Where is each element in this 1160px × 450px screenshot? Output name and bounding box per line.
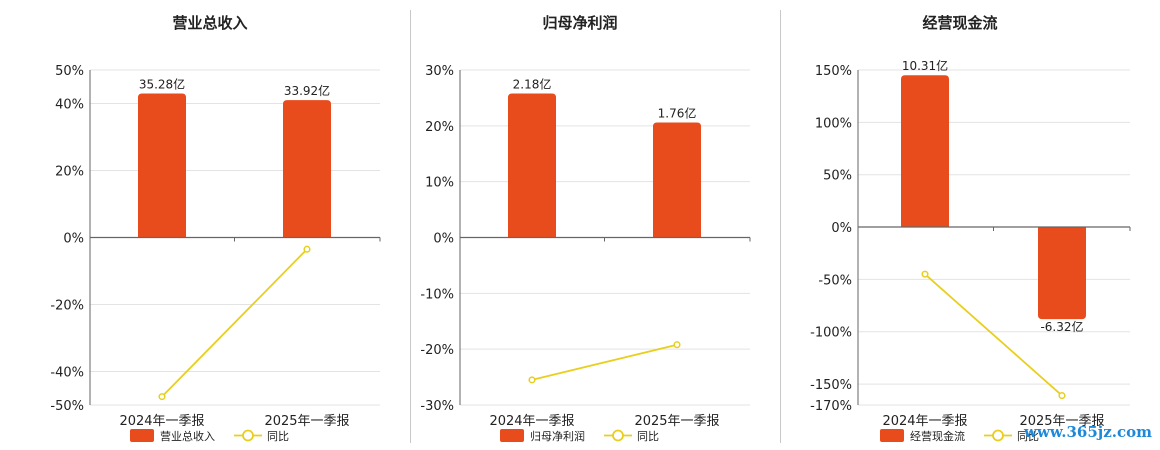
chart-title: 经营现金流 [922,14,997,32]
yoy-line [161,248,308,398]
yoy-line [531,343,678,381]
y-tick-label: 30% [425,64,454,79]
bar-value-label: -6.32亿 [1040,319,1083,334]
bar-value-label: 2.18亿 [513,76,552,91]
watermark: www.365jz.com [1024,423,1152,441]
x-category-label: 2025年一季报 [1019,414,1104,429]
y-tick-label: 150% [815,64,852,79]
bar-value-label: 33.92亿 [284,83,330,98]
legend-point [992,429,1004,442]
y-tick-label: -100% [810,326,852,341]
x-category-label: 2024年一季报 [489,414,574,429]
legend-label-line: 同比 [1017,430,1039,443]
legend-swatch-bar [500,429,524,442]
legend-swatch-bar [880,429,904,442]
chart-panel: 营业总收入 50% 40% 20% 0% -20% -40% -50% 35.28亿 33.92亿… [50,14,381,443]
y-tick-label: 20% [425,120,454,135]
legend-label-bar: 经营现金流 [910,429,965,443]
chart-title: 归母净利润 [542,14,617,32]
y-tick-label: -50% [50,399,84,414]
x-category-label: 2025年一季报 [264,414,349,429]
yoy-point [921,270,929,278]
y-tick-label: -30% [420,399,454,414]
y-tick-label: 10% [425,176,454,191]
bar [283,100,331,238]
legend-point [612,429,624,442]
x-category-label: 2024年一季报 [882,414,967,429]
bar [653,122,701,238]
y-tick-label: 50% [55,64,84,79]
yoy-line [924,273,1063,397]
y-tick-label: -40% [50,366,84,381]
y-tick-label: 40% [55,98,84,113]
yoy-point [528,376,536,384]
bar [1038,227,1086,320]
bar [138,93,186,238]
y-tick-label: 50% [823,169,852,184]
y-tick-label: -150% [810,378,852,393]
legend-point [242,429,254,442]
legend-label-line: 同比 [267,430,289,443]
y-tick-label: 0% [433,232,454,247]
legend-label-bar: 营业总收入 [160,429,215,443]
bar-value-label: 35.28亿 [139,76,185,91]
y-tick-label: 0% [63,232,84,247]
y-tick-label: -10% [420,287,454,302]
y-tick-label: -20% [50,299,84,314]
chart-panel: 归母净利润 30% 20% 10% 0% -10% -20% -30% 2.18亿 1.76亿 20… [420,14,751,443]
y-tick-label: -20% [420,343,454,358]
legend-swatch-bar [130,429,154,442]
y-tick-label: 100% [815,116,852,131]
x-category-label: 2024年一季报 [119,414,204,429]
y-tick-label: -50% [818,273,852,288]
bar [901,75,949,228]
y-tick-label: -170% [810,399,852,414]
bar-value-label: 10.31亿 [902,58,948,73]
yoy-point [1058,392,1066,400]
bar [508,93,556,238]
legend-label-line: 同比 [637,430,659,443]
yoy-point [673,341,681,349]
y-tick-label: 20% [55,165,84,180]
y-tick-label: 0% [831,221,852,236]
chart-panel: 经营现金流 150% 100% 50% 0% -50% -100% -150% -170% 10.… [810,14,1131,443]
yoy-point [158,393,166,401]
legend-label-bar: 归母净利润 [530,429,585,443]
bar-value-label: 1.76亿 [658,105,697,120]
yoy-point [303,245,311,253]
chart-title: 营业总收入 [172,14,247,32]
x-category-label: 2025年一季报 [634,414,719,429]
